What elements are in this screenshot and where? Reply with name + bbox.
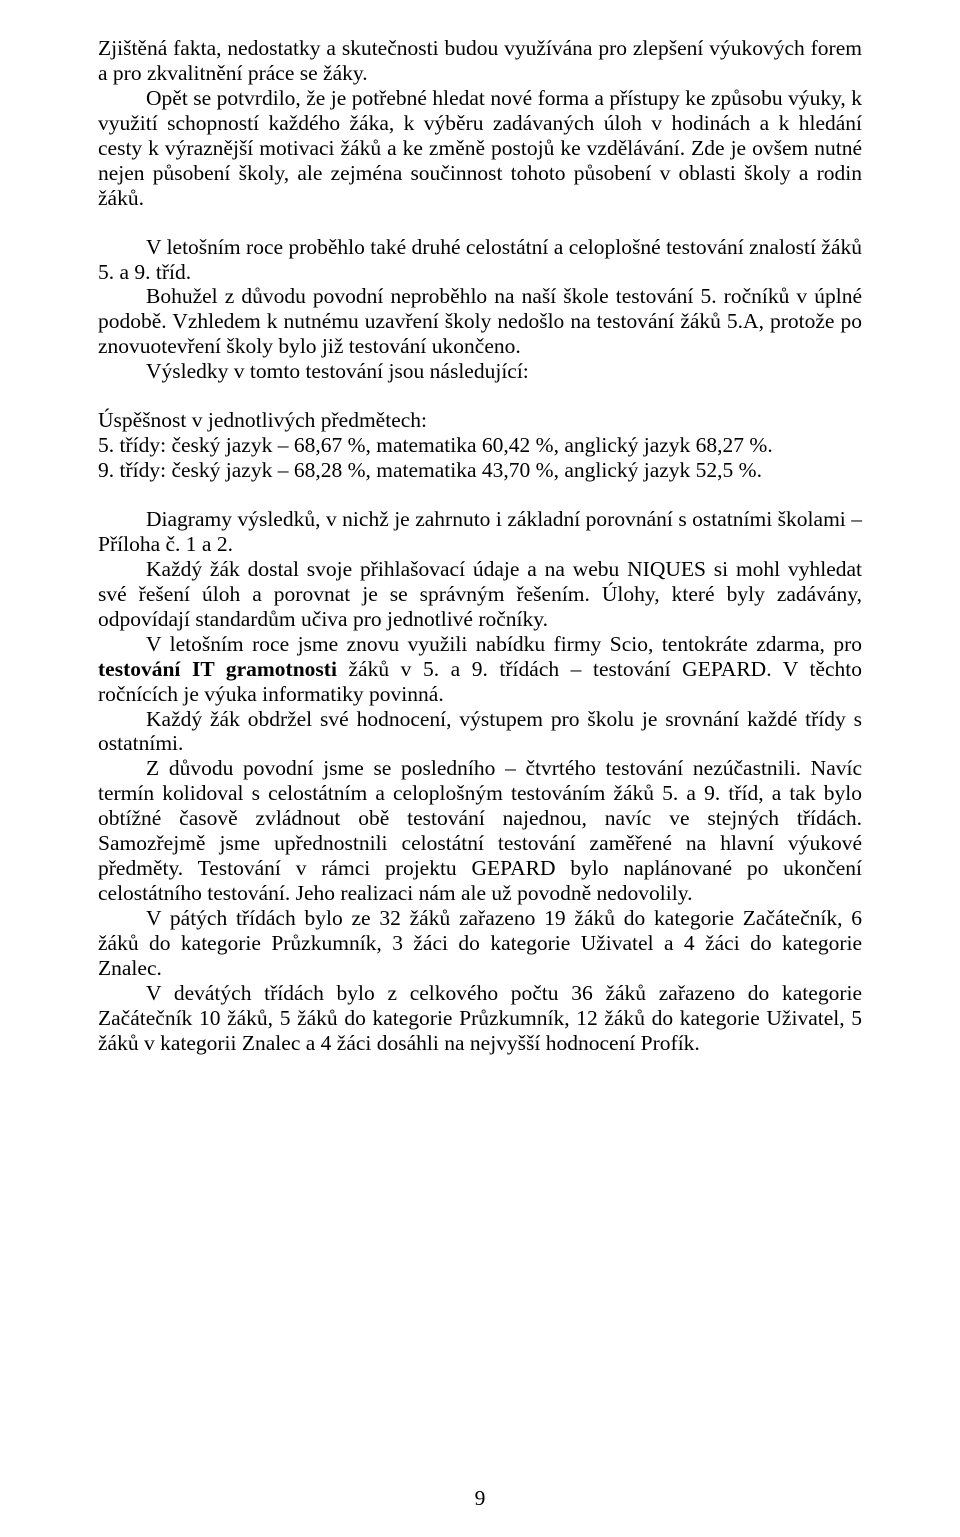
result-line-grade9: 9. třídy: český jazyk – 68,28 %, matemat…: [98, 458, 862, 483]
page-number: 9: [0, 1486, 960, 1511]
paragraph: Úspěšnost v jednotlivých předmětech:: [98, 408, 862, 433]
paragraph: Opět se potvrdilo, že je potřebné hledat…: [98, 86, 862, 211]
paragraph: Z důvodu povodní jsme se posledního – čt…: [98, 756, 862, 906]
paragraph: Zjištěná fakta, nedostatky a skutečnosti…: [98, 36, 862, 86]
paragraph: Výsledky v tomto testování jsou následuj…: [98, 359, 862, 384]
spacer: [98, 483, 862, 507]
paragraph: V letošním roce proběhlo také druhé celo…: [98, 235, 862, 285]
spacer: [98, 211, 862, 235]
document-page: Zjištěná fakta, nedostatky a skutečnosti…: [0, 0, 960, 1537]
spacer: [98, 384, 862, 408]
text-run: V letošním roce jsme znovu využili nabíd…: [146, 632, 862, 656]
result-line-grade5: 5. třídy: český jazyk – 68,67 %, matemat…: [98, 433, 862, 458]
paragraph: V letošním roce jsme znovu využili nabíd…: [98, 632, 862, 707]
paragraph: V devátých třídách bylo z celkového počt…: [98, 981, 862, 1056]
paragraph: Každý žák dostal svoje přihlašovací údaj…: [98, 557, 862, 632]
paragraph: V pátých třídách bylo ze 32 žáků zařazen…: [98, 906, 862, 981]
paragraph: Bohužel z důvodu povodní neproběhlo na n…: [98, 284, 862, 359]
paragraph: Každý žák obdržel své hodnocení, výstupe…: [98, 707, 862, 757]
paragraph: Diagramy výsledků, v nichž je zahrnuto i…: [98, 507, 862, 557]
bold-text: testování IT gramotnosti: [98, 657, 337, 681]
